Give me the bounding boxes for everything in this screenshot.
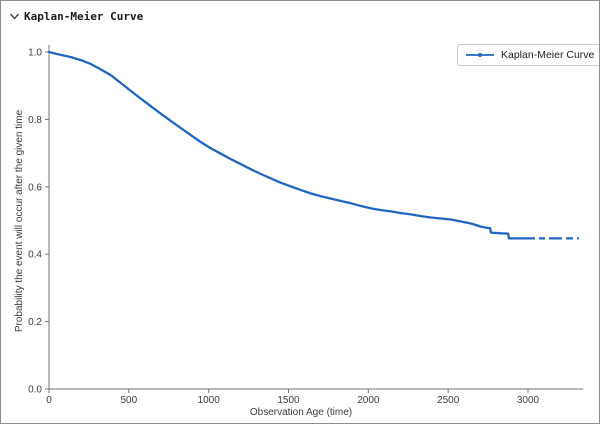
panel-title: Kaplan-Meier Curve xyxy=(24,10,144,23)
chevron-down-icon[interactable] xyxy=(9,11,20,22)
legend-line-sample xyxy=(466,53,494,57)
x-tick-label: 1000 xyxy=(198,395,221,406)
x-tick-label: 2000 xyxy=(357,395,380,406)
y-tick-label: 0.6 xyxy=(28,182,42,193)
y-tick-label: 0.8 xyxy=(28,115,42,126)
panel-header[interactable]: Kaplan-Meier Curve xyxy=(9,10,143,23)
chart-legend[interactable]: Kaplan-Meier Curve xyxy=(457,44,599,66)
y-tick-label: 1.0 xyxy=(28,48,42,59)
x-tick-label: 3000 xyxy=(517,395,540,406)
x-tick-label: 1500 xyxy=(277,395,300,406)
legend-marker-dot xyxy=(478,53,482,57)
y-tick-label: 0.4 xyxy=(28,250,42,261)
x-tick-label: 2500 xyxy=(437,395,460,406)
x-tick-label: 0 xyxy=(46,395,52,406)
y-tick-label: 0.0 xyxy=(28,385,42,396)
legend-label: Kaplan-Meier Curve xyxy=(501,49,595,61)
x-axis-label: Observation Age (time) xyxy=(250,407,352,418)
y-tick-label: 0.2 xyxy=(28,317,42,328)
y-axis-label: Probability the event will occur after t… xyxy=(14,109,25,332)
km-curve xyxy=(47,50,511,240)
x-tick-label: 500 xyxy=(120,395,137,406)
